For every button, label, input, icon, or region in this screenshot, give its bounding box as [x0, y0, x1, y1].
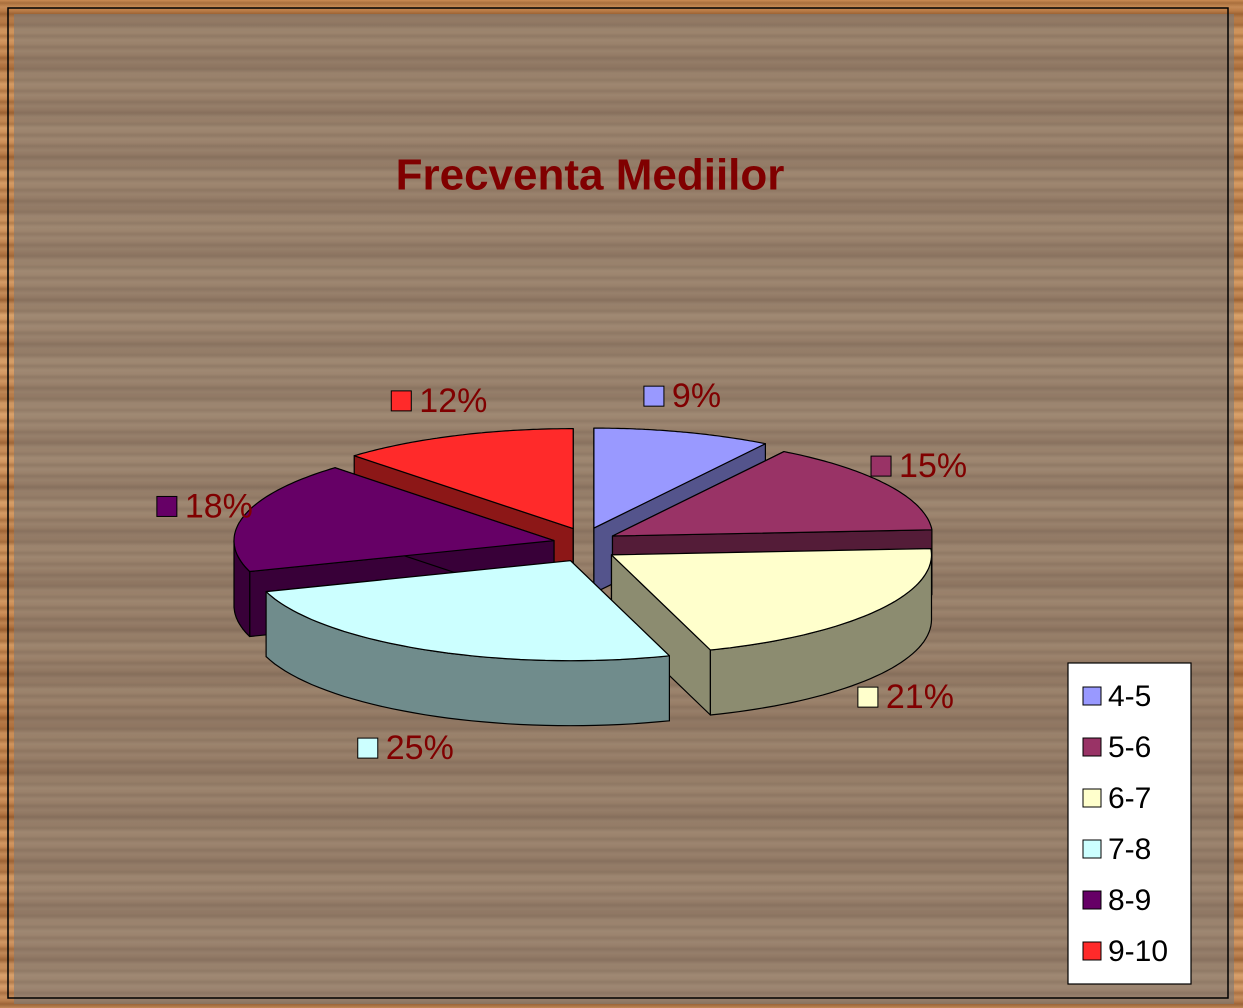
legend-swatch — [1082, 839, 1102, 859]
data-label: 9% — [672, 377, 721, 415]
label-swatch — [870, 455, 892, 477]
label-swatch — [156, 495, 178, 517]
data-label: 15% — [899, 447, 967, 485]
legend-swatch — [1082, 890, 1102, 910]
legend-label: 4-5 — [1108, 680, 1151, 713]
legend-swatch — [1082, 737, 1102, 757]
label-swatch — [357, 737, 379, 759]
data-label: 21% — [886, 678, 954, 716]
slice-top — [265, 560, 670, 662]
legend-box — [1067, 662, 1192, 985]
slice-top — [611, 451, 933, 537]
label-swatch — [643, 385, 665, 407]
legend-label: 5-6 — [1108, 731, 1151, 764]
legend-swatch — [1082, 686, 1102, 706]
legend-swatch — [1082, 941, 1102, 961]
frame — [7, 7, 1229, 999]
label-swatch — [390, 390, 412, 412]
legend-label: 9-10 — [1108, 935, 1168, 968]
data-label: 18% — [185, 487, 253, 525]
label-swatch — [857, 686, 879, 708]
slice-top — [593, 427, 766, 529]
slice-top — [233, 467, 555, 573]
slice-top — [610, 548, 933, 651]
data-label: 12% — [419, 382, 487, 420]
legend-label: 7-8 — [1108, 833, 1151, 866]
pie-slice — [610, 548, 933, 716]
pie-slice — [265, 560, 670, 727]
slice-top — [353, 428, 574, 530]
chart-title: Frecventa Mediilor — [396, 151, 785, 200]
legend-label: 8-9 — [1108, 884, 1151, 917]
legend-swatch — [1082, 788, 1102, 808]
data-label: 25% — [386, 729, 454, 767]
legend-label: 6-7 — [1108, 782, 1151, 815]
